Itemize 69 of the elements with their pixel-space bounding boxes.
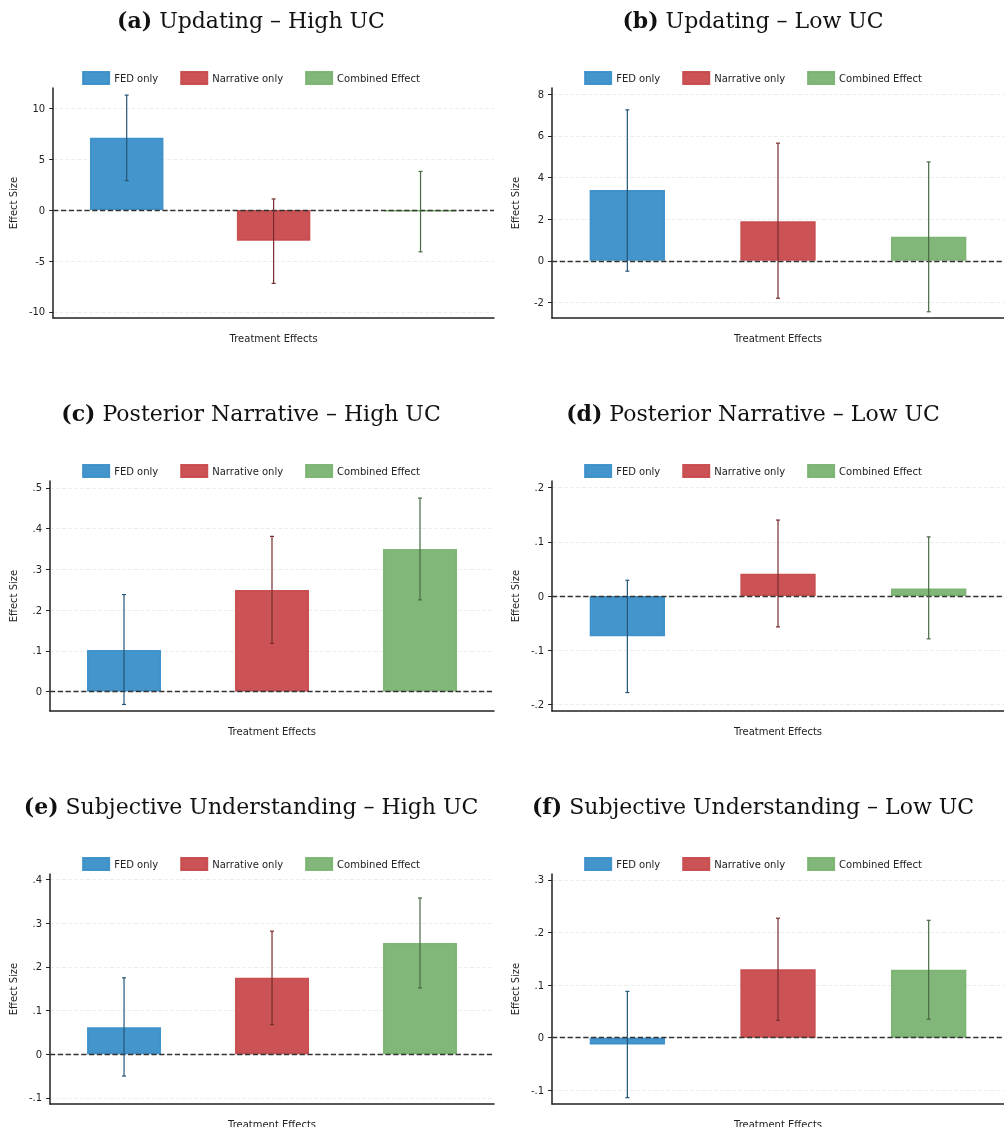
- legend-label: Combined Effect: [337, 858, 420, 870]
- legend-label: Combined Effect: [839, 72, 922, 84]
- legend-label: FED only: [616, 72, 661, 84]
- legend-label: Combined Effect: [337, 72, 420, 84]
- legend-label: Narrative only: [212, 858, 284, 870]
- y-tick-label: -.2: [530, 698, 545, 710]
- y-tick-label: .1: [32, 1005, 43, 1017]
- legend-label: FED only: [114, 465, 159, 477]
- y-axis-title: Effect Size: [509, 176, 521, 230]
- x-axis-title: Treatment Effects: [732, 725, 823, 737]
- y-tick-label: 4: [537, 172, 544, 183]
- y-tick-label: 0: [35, 685, 42, 697]
- y-tick-label: .1: [32, 645, 42, 657]
- y-tick-label: 0: [537, 1032, 545, 1044]
- y-axis-title: Effect Size: [7, 569, 19, 623]
- legend-label: Narrative only: [212, 465, 284, 477]
- legend-label: Narrative only: [714, 465, 786, 477]
- y-tick-label: .3: [32, 917, 43, 929]
- y-tick-label: 8: [537, 88, 544, 100]
- legend-label: Narrative only: [714, 858, 786, 870]
- legend-label: FED only: [114, 858, 159, 870]
- y-tick-label: -.1: [28, 1092, 43, 1104]
- y-tick-label: .2: [32, 604, 42, 616]
- y-tick-label: 0: [38, 204, 46, 216]
- legend-label: Combined Effect: [839, 858, 922, 870]
- y-tick-label: .1: [534, 536, 545, 548]
- legend-label: Narrative only: [212, 72, 284, 84]
- chart-title: (a) Updating – High UC: [117, 7, 385, 33]
- y-tick-label: .4: [32, 523, 42, 535]
- y-tick-label: -.1: [530, 1084, 545, 1096]
- y-axis-title: Effect Size: [509, 962, 521, 1016]
- legend-label: Narrative only: [714, 72, 786, 84]
- y-tick-label: .3: [534, 874, 545, 886]
- chart-title: (b) Updating – Low UC: [622, 7, 884, 33]
- y-tick-label: 0: [537, 255, 544, 267]
- legend-label: FED only: [616, 858, 661, 870]
- y-tick-label: 6: [537, 130, 544, 142]
- chart-title: (e) Subjective Understanding – High UC: [23, 793, 479, 819]
- x-axis-title: Treatment Effects: [226, 1118, 317, 1127]
- y-tick-label: .2: [32, 961, 43, 973]
- y-axis-title: Effect Size: [7, 962, 19, 1016]
- y-tick-label: 0: [35, 1048, 43, 1060]
- y-tick-label: 10: [32, 102, 46, 114]
- x-axis-title: Treatment Effects: [228, 332, 318, 344]
- y-tick-label: .5: [32, 482, 42, 494]
- y-tick-label: 2: [537, 213, 544, 225]
- chart-title: (f) Subjective Understanding – Low UC: [531, 793, 975, 819]
- y-tick-label: .1: [534, 979, 545, 991]
- y-tick-label: -10: [28, 306, 46, 318]
- y-tick-label: 5: [38, 153, 46, 165]
- chart-title: (c) Posterior Narrative – High UC: [61, 400, 441, 426]
- y-tick-label: -5: [35, 255, 46, 267]
- y-axis-title: Effect Size: [7, 176, 19, 230]
- x-axis-title: Treatment Effects: [732, 1118, 823, 1127]
- legend-label: FED only: [616, 465, 661, 477]
- y-tick-label: -.1: [530, 644, 545, 656]
- y-tick-label: .2: [534, 482, 545, 494]
- y-tick-label: .2: [534, 926, 545, 938]
- x-axis-title: Treatment Effects: [732, 332, 823, 344]
- legend-label: Combined Effect: [337, 465, 420, 477]
- legend-label: Combined Effect: [839, 465, 922, 477]
- chart-title: (d) Posterior Narrative – Low UC: [566, 400, 940, 426]
- y-tick-label: -2: [534, 296, 544, 308]
- y-axis-title: Effect Size: [509, 569, 521, 623]
- legend-label: FED only: [114, 72, 159, 84]
- y-tick-label: 0: [537, 590, 545, 602]
- x-axis-title: Treatment Effects: [226, 725, 317, 737]
- y-tick-label: .3: [32, 563, 42, 575]
- y-tick-label: .4: [32, 874, 43, 886]
